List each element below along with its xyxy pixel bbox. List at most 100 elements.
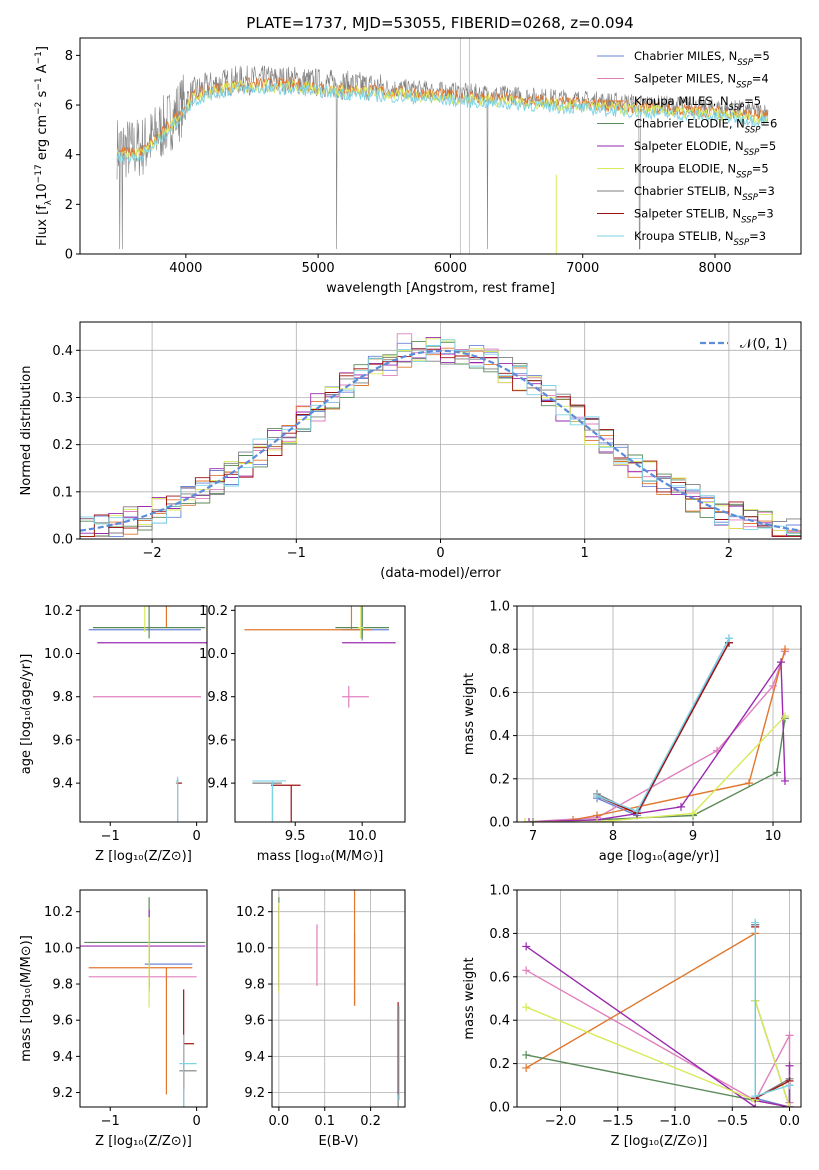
legend-label: Chabrier MILES, NSSP=5 xyxy=(634,49,770,68)
histogram-series xyxy=(80,348,801,539)
axes-frame xyxy=(79,37,802,255)
axes-frame xyxy=(271,889,406,1108)
chart-weight-vs-Z: −2.0 −1.5 −1.0 −0.5 0.0 0.0 0.2 0.4 0.6 0.8 1.0 Z [… xyxy=(462,884,802,1149)
x-axis-label: E(B-V) xyxy=(318,1134,358,1149)
axes-frame xyxy=(516,605,802,823)
x-tick-label: 0.0 xyxy=(779,1114,800,1129)
axes-frame xyxy=(234,605,406,823)
series-marker xyxy=(525,818,533,822)
legend-label: 𝒩(0, 1) xyxy=(740,337,787,352)
y-axis-label: Flux [fλ10−17 erg cm−2 s−1 A−1] xyxy=(34,46,54,246)
x-axis-label: wavelength [Angstrom, rest frame] xyxy=(326,281,555,296)
x-tick-label: −1 xyxy=(101,1114,120,1129)
series-marker xyxy=(781,712,789,721)
series-line xyxy=(528,660,786,822)
y-tick-label: 6 xyxy=(65,99,73,114)
chart-age-vs-Z: −1 0 9.4 9.6 9.8 10.0 10.2 Z [log₁₀(Z/Z⊙)] age [… xyxy=(19,604,208,864)
x-tick-label: 0.1 xyxy=(314,1114,335,1129)
x-tick-label: −1 xyxy=(101,829,120,844)
y-tick-label: 1.0 xyxy=(489,884,510,899)
series-marker xyxy=(689,809,697,818)
series-line xyxy=(525,715,786,822)
series-marker xyxy=(781,645,789,654)
y-tick-label: 9.4 xyxy=(52,1050,73,1065)
series-marker xyxy=(785,1081,794,1090)
series-line xyxy=(525,1000,791,1107)
x-axis-label: (data-model)/error xyxy=(380,566,501,581)
chart-weight-vs-age: 7 8 9 10 0.0 0.2 0.4 0.6 0.8 1.0 age [log₁₀(age/yr… xyxy=(462,600,802,864)
y-tick-label: 2 xyxy=(65,198,73,213)
x-axis-label: mass [log₁₀(M/M⊙)] xyxy=(257,849,384,864)
legend-label: Salpeter STELIB, NSSP=3 xyxy=(634,207,774,226)
x-tick-label: 0 xyxy=(192,829,200,844)
y-tick-label: 0.1 xyxy=(52,485,73,500)
plot-area xyxy=(88,606,207,822)
series-line xyxy=(596,638,730,813)
x-tick-label: 8000 xyxy=(698,261,731,276)
y-tick-label: 0.6 xyxy=(489,686,510,701)
y-tick-label: 9.8 xyxy=(52,978,73,993)
series-marker xyxy=(785,1061,794,1070)
y-tick-label: 0 xyxy=(65,248,73,263)
series-marker xyxy=(781,776,789,785)
x-tick-label: 0.0 xyxy=(269,1114,290,1129)
plot-area xyxy=(80,897,206,1107)
series-marker xyxy=(751,1092,760,1101)
y-tick-label: 0.3 xyxy=(52,391,73,406)
y-tick-label: 9.6 xyxy=(52,733,73,748)
y-tick-label: 0.4 xyxy=(52,344,73,359)
x-tick-label: 9 xyxy=(689,829,697,844)
series-line xyxy=(596,642,730,815)
y-tick-label: 4 xyxy=(65,148,73,163)
y-tick-label: 0.0 xyxy=(489,1101,510,1116)
x-tick-label: 2 xyxy=(725,546,733,561)
x-tick-label: −1.5 xyxy=(602,1114,634,1129)
spectrum-model-line xyxy=(116,79,769,162)
x-tick-label: 0.2 xyxy=(360,1114,381,1129)
plot-area xyxy=(244,606,396,822)
series-line xyxy=(526,1000,791,1107)
y-tick-label: 10.2 xyxy=(236,905,265,920)
x-tick-label: 5000 xyxy=(302,261,335,276)
y-tick-label: 0.0 xyxy=(489,816,510,831)
series-marker xyxy=(522,1003,531,1012)
x-tick-label: 4000 xyxy=(169,261,202,276)
y-tick-label: 10.0 xyxy=(44,647,73,662)
series-line xyxy=(754,926,790,1100)
x-tick-label: 6000 xyxy=(434,261,467,276)
x-tick-label: −2 xyxy=(143,546,162,561)
y-tick-label: 10.0 xyxy=(44,941,73,956)
y-tick-label: 0.4 xyxy=(489,1014,510,1029)
plot-area xyxy=(522,918,794,1107)
legend-label: Salpeter MILES, NSSP=4 xyxy=(634,72,769,91)
y-axis-label: mass weight xyxy=(462,957,477,1039)
y-axis-label: mass weight xyxy=(462,673,477,755)
y-axis-label: age [log₁₀(age/yr)] xyxy=(19,654,34,775)
y-tick-label: 9.8 xyxy=(52,690,73,705)
x-tick-label: 0 xyxy=(192,1114,200,1129)
x-axis-label: Z [log₁₀(Z/Z⊙)] xyxy=(611,1134,708,1149)
legend-label: Chabrier ELODIE, NSSP=6 xyxy=(634,117,777,136)
y-tick-label: 8 xyxy=(65,49,73,64)
axes-frame xyxy=(516,889,802,1108)
y-tick-label: 0.2 xyxy=(52,438,73,453)
histogram-series xyxy=(80,339,801,539)
series-marker xyxy=(593,792,601,801)
y-tick-label: 0.2 xyxy=(489,772,510,787)
series-marker xyxy=(522,1063,531,1072)
series-line xyxy=(525,945,791,1107)
plot-area xyxy=(116,38,769,254)
y-tick-label: 0.2 xyxy=(489,1057,510,1072)
y-axis-label: Normed distribution xyxy=(19,366,34,496)
spectrum-data-line xyxy=(116,65,769,250)
x-tick-label: 7000 xyxy=(566,261,599,276)
x-axis-label: Z [log₁₀(Z/Z⊙)] xyxy=(95,1134,192,1149)
series-marker xyxy=(522,942,531,951)
x-tick-label: 1 xyxy=(581,546,589,561)
series-marker xyxy=(751,918,760,927)
y-tick-label: 9.4 xyxy=(52,777,73,792)
series-marker xyxy=(725,634,733,643)
y-tick-label: 9.2 xyxy=(244,1086,265,1101)
series-marker xyxy=(522,966,531,975)
